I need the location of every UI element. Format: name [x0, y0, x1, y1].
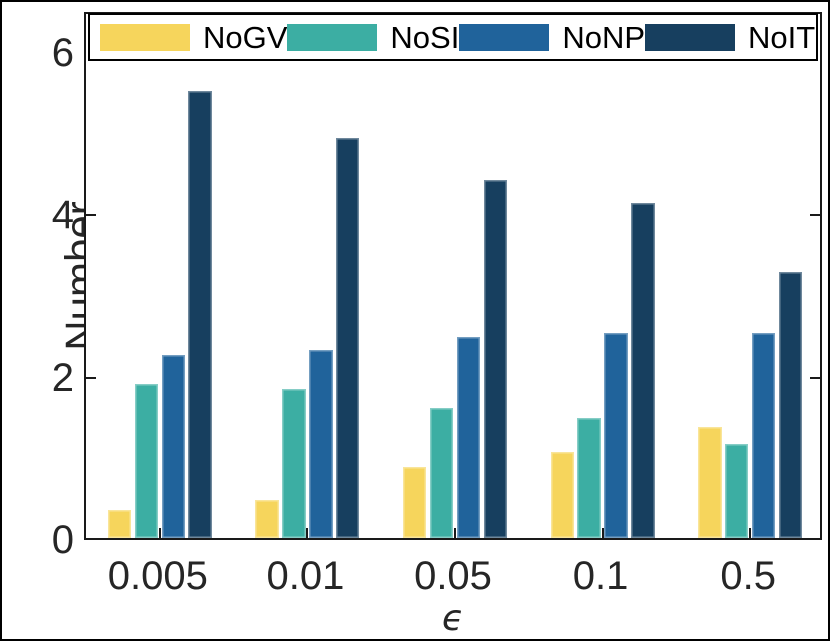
legend-label: NoSI — [390, 19, 460, 55]
bar-NoSI-0.1 — [577, 417, 601, 538]
bar-NoNP-0.1 — [604, 332, 628, 538]
x-axis-title: ϵ — [441, 598, 465, 639]
legend-entry-NoIT: NoIT — [645, 22, 815, 53]
bar-NoSI-0.01 — [282, 388, 306, 538]
legend-swatch-icon — [645, 23, 736, 51]
legend: NoGV NoSI NoNP NoIT — [88, 13, 818, 61]
plot-area: NoGV NoSI NoNP NoIT — [84, 12, 822, 540]
y-tick-mark — [86, 214, 96, 217]
bar-NoNP-0.01 — [309, 350, 333, 538]
y-tick-label: 0 — [51, 518, 74, 562]
y-tick-label: 4 — [51, 193, 74, 238]
legend-swatch-icon — [459, 23, 550, 51]
bar-NoSI-0.5 — [725, 443, 749, 538]
bar-NoSI-0.005 — [134, 383, 159, 538]
bar-NoGV-0.1 — [550, 451, 574, 538]
bar-NoIT-0.5 — [778, 272, 803, 538]
legend-label: NoGV — [203, 19, 288, 55]
x-tick-mark — [306, 528, 309, 538]
bar-NoIT-0.05 — [483, 179, 508, 538]
x-tick-label: 0.005 — [107, 554, 208, 598]
bar-NoGV-0.5 — [698, 426, 722, 538]
bar-NoNP-0.5 — [751, 332, 776, 538]
legend-label: NoIT — [748, 19, 816, 55]
x-tick-label: 0.05 — [414, 554, 492, 598]
x-tick-label: 0.01 — [266, 554, 345, 598]
y-tick-mark — [810, 214, 820, 217]
bar-NoGV-0.005 — [107, 509, 132, 538]
bar-NoIT-0.01 — [336, 138, 360, 538]
legend-label: NoNP — [562, 19, 646, 55]
legend-entry-NoGV: NoGV — [100, 22, 287, 53]
x-tick-label: 0.5 — [720, 554, 776, 598]
legend-swatch-icon — [287, 23, 378, 51]
legend-entry-NoSI: NoSI — [287, 22, 459, 53]
x-tick-label: 0.1 — [572, 554, 629, 598]
bar-NoIT-0.1 — [631, 202, 655, 538]
bar-NoIT-0.005 — [188, 91, 212, 538]
bar-NoSI-0.05 — [429, 408, 454, 538]
x-tick-mark — [158, 528, 161, 538]
bar-NoNP-0.005 — [161, 355, 185, 538]
x-tick-mark — [749, 528, 752, 538]
x-tick-mark — [454, 528, 456, 538]
y-tick-label: 6 — [51, 30, 74, 75]
x-tick-mark — [601, 528, 604, 538]
legend-entry-NoNP: NoNP — [459, 22, 645, 53]
legend-swatch-icon — [100, 23, 190, 51]
y-tick-mark — [86, 376, 96, 379]
bar-NoGV-0.05 — [402, 466, 427, 538]
bar-NoNP-0.05 — [456, 337, 481, 538]
bar-NoGV-0.01 — [255, 499, 279, 538]
y-tick-label: 2 — [51, 355, 74, 400]
y-tick-mark — [810, 376, 820, 379]
